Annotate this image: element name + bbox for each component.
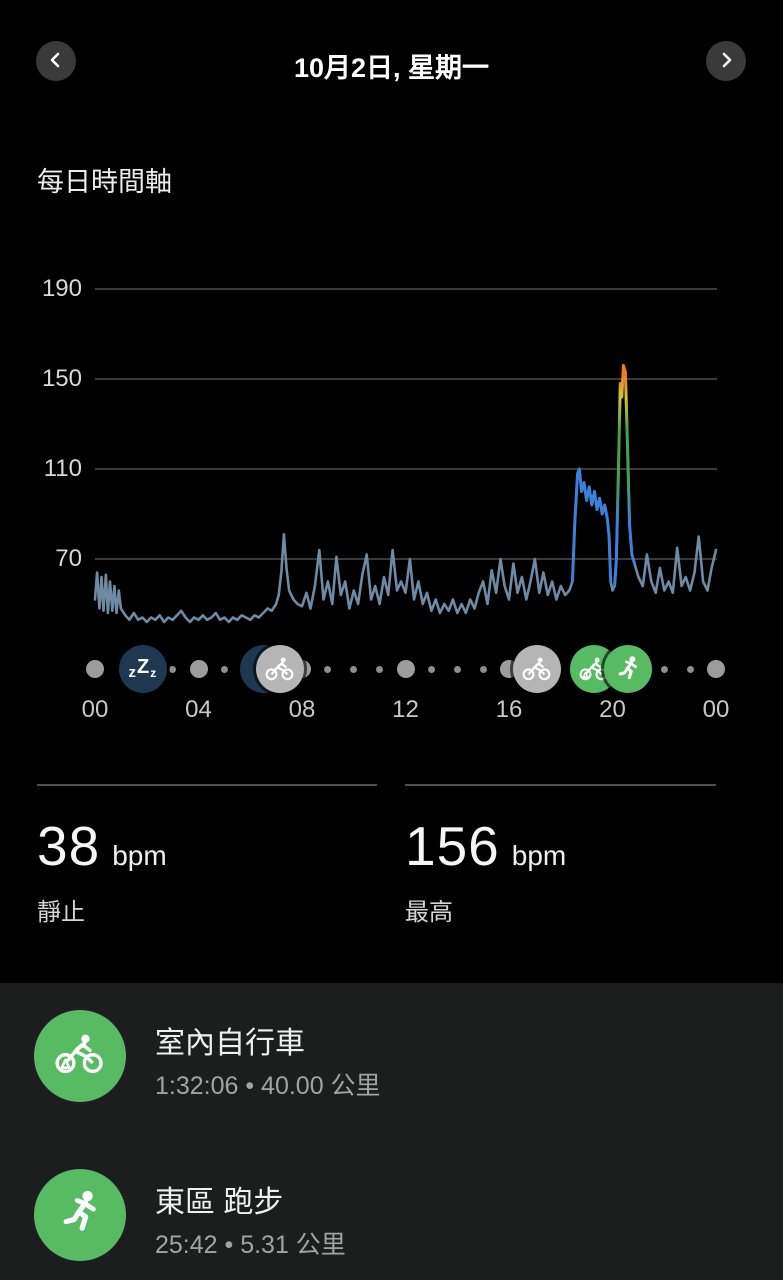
- timeline-minor-dot: [479, 666, 487, 673]
- max-hr-stat: 156 bpm 最高: [405, 784, 716, 927]
- activity-title: 室內自行車: [155, 1027, 305, 1060]
- indoor-bike-icon: [51, 1032, 109, 1081]
- resting-hr-stat: 38 bpm 靜止: [37, 784, 377, 927]
- activity-title: 東區 跑步: [155, 1186, 284, 1219]
- stat-divider: [37, 784, 377, 786]
- chevron-left-icon: [45, 49, 67, 74]
- timeline-hour-dot: [396, 660, 415, 678]
- timeline-hour-dot: [189, 660, 208, 678]
- max-hr-value: 156: [405, 815, 500, 877]
- heart-rate-chart[interactable]: [0, 0, 783, 760]
- activity-details: 1:32:06 • 40.00 公里: [155, 1072, 381, 1100]
- runner-icon: [618, 656, 638, 680]
- resting-hr-value: 38: [37, 815, 101, 877]
- heart-rate-segment-indoor-cycling: [570, 467, 613, 583]
- runner-icon: [54, 1187, 106, 1244]
- timeline-event-sleep[interactable]: zZz: [118, 645, 167, 693]
- timeline-event-cycling-morning[interactable]: [256, 645, 304, 693]
- activity-list: 室內自行車 1:32:06 • 40.00 公里 東區 跑步 25:42 • 5: [0, 983, 783, 1280]
- activity-row-indoor-cycling[interactable]: 室內自行車 1:32:06 • 40.00 公里: [0, 1010, 783, 1140]
- running-avatar: [34, 1169, 126, 1261]
- date-title: 10月2日, 星期一: [293, 53, 490, 83]
- activity-row-running[interactable]: 東區 跑步 25:42 • 5.31 公里: [0, 1169, 783, 1280]
- timeline-minor-dot: [427, 666, 435, 673]
- timeline-minor-dot: [169, 666, 177, 673]
- chevron-right-icon: [715, 49, 737, 74]
- max-hr-unit: bpm: [511, 840, 567, 871]
- previous-day-button[interactable]: [36, 41, 76, 81]
- bike-icon: [265, 657, 294, 681]
- next-day-button[interactable]: [706, 41, 746, 81]
- bike-icon: [523, 657, 551, 681]
- max-hr-label: 最高: [405, 899, 453, 926]
- y-axis-tick-150: 150: [41, 365, 82, 392]
- timeline-hour-dot: [86, 660, 104, 678]
- x-axis-tick-8: 08: [288, 696, 316, 723]
- resting-hr-label: 靜止: [37, 899, 85, 926]
- timeline-minor-dot: [324, 666, 332, 673]
- timeline-minor-dot: [686, 666, 694, 673]
- x-axis-tick-4: 04: [185, 696, 212, 723]
- x-axis-tick-0: 00: [81, 696, 109, 723]
- x-axis-tick-20: 20: [599, 696, 626, 723]
- section-title-daily-timeline: 每日時間軸: [37, 167, 172, 197]
- heart-rate-segment-running: [613, 364, 636, 588]
- heart-rate-line: [93, 364, 718, 624]
- y-axis-tick-190: 190: [41, 275, 82, 302]
- timeline-hour-dot: [707, 660, 725, 678]
- y-axis-tick-110: 110: [43, 455, 82, 482]
- stat-divider: [405, 784, 716, 786]
- timeline-minor-dot: [220, 666, 228, 673]
- timeline-minor-dot: [376, 666, 384, 673]
- timeline-event-running[interactable]: [604, 645, 653, 693]
- x-axis-tick-24: 00: [702, 696, 730, 723]
- indoor-bike-icon: [579, 657, 608, 681]
- x-axis-tick-16: 16: [495, 696, 523, 723]
- activity-details: 25:42 • 5.31 公里: [155, 1231, 346, 1259]
- timeline-event-cycling-afternoon[interactable]: [513, 645, 562, 693]
- y-axis-tick-70: 70: [55, 545, 82, 572]
- timeline-minor-dot: [453, 666, 461, 673]
- resting-hr-unit: bpm: [112, 840, 167, 871]
- indoor-cycling-avatar: [34, 1010, 126, 1102]
- timeline-minor-dot: [660, 666, 668, 673]
- timeline-minor-dot: [350, 666, 358, 673]
- x-axis-tick-12: 12: [392, 696, 419, 723]
